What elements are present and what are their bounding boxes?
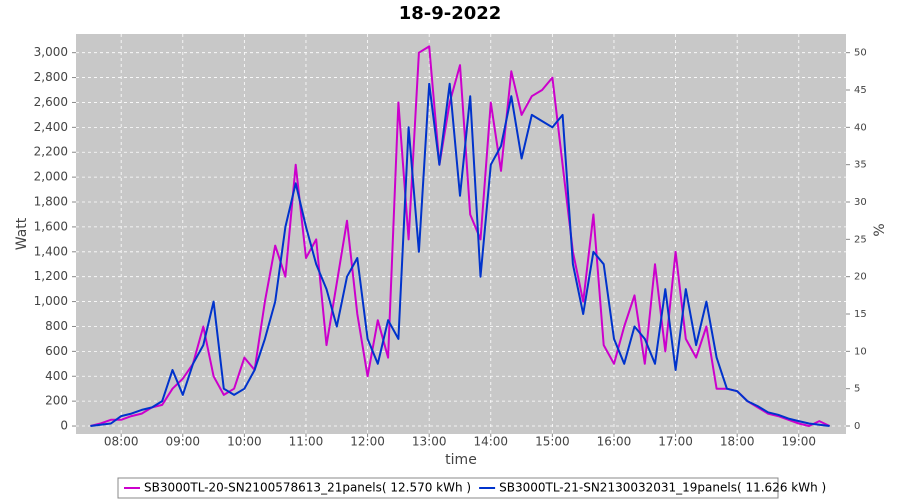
y-tick-label: 800 [45, 319, 68, 333]
y-tick-label: 600 [45, 344, 68, 358]
y-tick-label: 1,600 [34, 219, 68, 233]
chart-title: 18-9-2022 [399, 3, 502, 24]
x-tick-label: 13:00 [412, 435, 447, 449]
series-line [90, 82, 830, 427]
plot-area [76, 34, 846, 434]
y-tick-label: 1,000 [34, 294, 68, 308]
y-tick-label: 2,000 [34, 170, 68, 184]
x-axis-label: time [445, 452, 477, 468]
series-line [90, 45, 831, 427]
y-tick-label: 1,200 [34, 269, 68, 283]
x-tick-label: 19:00 [781, 435, 816, 449]
y2-tick-label: 45 [854, 85, 867, 96]
legend-label: SB3000TL-21-SN2130032031_19panels( 11.62… [499, 481, 826, 495]
x-tick-label: 16:00 [597, 435, 632, 449]
x-tick-label: 08:00 [104, 435, 139, 449]
y-axis-label: Watt [14, 217, 30, 250]
y-tick-label: 2,800 [34, 70, 68, 84]
x-tick-label: 15:00 [535, 435, 570, 449]
y2-tick-label: 40 [854, 122, 867, 133]
y2-tick-label: 10 [854, 346, 867, 357]
y-tick-label: 2,600 [34, 95, 68, 109]
y-tick-label: 2,200 [34, 145, 68, 159]
x-tick-label: 11:00 [289, 435, 324, 449]
y2-tick-label: 35 [854, 160, 867, 171]
y-tick-label: 1,800 [34, 195, 68, 209]
x-tick-label: 14:00 [473, 435, 508, 449]
y2-tick-label: 0 [854, 421, 860, 432]
y2-tick-label: 5 [854, 384, 860, 395]
y-tick-label: 1,400 [34, 244, 68, 258]
y2-tick-label: 20 [854, 272, 867, 283]
y-tick-label: 200 [45, 394, 68, 408]
legend-box [117, 477, 779, 499]
y2-tick-label: 50 [854, 48, 867, 59]
y2-tick-label: 15 [854, 309, 867, 320]
y2-tick-label: 25 [854, 234, 867, 245]
y2-axis-label: % [872, 223, 888, 236]
legend-label: SB3000TL-20-SN2100578613_21panels( 12.57… [144, 481, 471, 495]
y-tick-label: 400 [45, 369, 68, 383]
x-tick-label: 10:00 [227, 435, 262, 449]
y-tick-label: 2,400 [34, 120, 68, 134]
x-tick-label: 17:00 [658, 435, 693, 449]
y2-tick-label: 30 [854, 197, 867, 208]
x-tick-label: 09:00 [165, 435, 200, 449]
x-tick-label: 18:00 [720, 435, 755, 449]
x-tick-label: 12:00 [350, 435, 385, 449]
y-tick-label: 0 [60, 419, 68, 433]
y-tick-label: 3,000 [34, 45, 68, 59]
